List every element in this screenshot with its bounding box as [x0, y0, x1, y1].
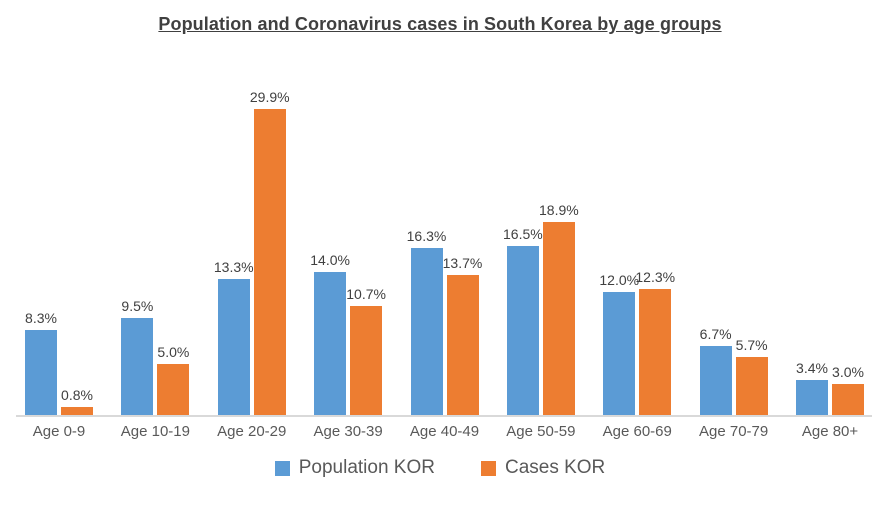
- legend: Population KOR Cases KOR: [0, 457, 880, 479]
- cases-bar: 5.7%: [735, 337, 768, 415]
- population-bar: 16.5%: [503, 226, 543, 415]
- bar-group: 3.4% 3.0% Age 80+: [793, 57, 867, 440]
- data-label: 5.7%: [735, 337, 768, 353]
- cases-bar: 29.9%: [250, 89, 290, 415]
- data-label: 13.7%: [442, 255, 483, 271]
- data-label: 12.0%: [599, 272, 640, 288]
- bar-group: 13.3% 29.9% Age 20-29: [214, 57, 290, 440]
- data-label: 5.0%: [157, 344, 190, 360]
- plot-area: 8.3% 0.8% Age 0-9 9.5% 5.0% Age 10-19 13.3% 29.…: [0, 57, 880, 440]
- x-axis-label: Age 70-79: [699, 423, 769, 440]
- population-bar: 9.5%: [121, 298, 154, 415]
- data-label: 12.3%: [635, 269, 676, 285]
- population-bar: 14.0%: [310, 252, 350, 415]
- bar-group: 16.5% 18.9% Age 50-59: [503, 57, 579, 440]
- data-label: 16.3%: [406, 228, 447, 244]
- bar-group: 9.5% 5.0% Age 10-19: [118, 57, 192, 440]
- bar-pair: 8.3% 0.8%: [22, 57, 96, 415]
- data-label: 13.3%: [213, 259, 254, 275]
- cases-legend-label: Cases KOR: [504, 457, 606, 478]
- data-label: 14.0%: [310, 252, 350, 268]
- bar-groups: 8.3% 0.8% Age 0-9 9.5% 5.0% Age 10-19 13.3% 29.…: [22, 57, 867, 440]
- data-label: 16.5%: [503, 226, 543, 242]
- bar-group: 12.0% 12.3% Age 60-69: [599, 57, 675, 440]
- bar-group: 14.0% 10.7% Age 30-39: [310, 57, 386, 440]
- data-label: 29.9%: [249, 89, 290, 105]
- data-label: 3.0%: [832, 364, 864, 380]
- cases-bar: 3.0%: [832, 364, 864, 415]
- population-legend-label: Population KOR: [298, 457, 435, 478]
- data-label: 8.3%: [25, 310, 57, 326]
- bar-group: 6.7% 5.7% Age 70-79: [697, 57, 771, 440]
- population-bar: 8.3%: [25, 310, 57, 415]
- bar-pair: 16.5% 18.9%: [503, 57, 579, 415]
- x-axis-label: Age 10-19: [120, 423, 190, 440]
- x-axis-label: Age 60-69: [602, 423, 672, 440]
- x-axis-label: Age 40-49: [409, 423, 480, 440]
- cases-bar: 0.8%: [61, 387, 93, 415]
- x-axis-label: Age 50-59: [506, 423, 576, 440]
- legend-item-cases: Cases KOR: [480, 457, 606, 479]
- cases-legend-swatch: [480, 460, 496, 476]
- x-axis-label: Age 80+: [801, 423, 859, 440]
- bar-pair: 6.7% 5.7%: [697, 57, 771, 415]
- cases-bar: 12.3%: [635, 269, 675, 415]
- cases-bar: 13.7%: [443, 255, 482, 415]
- bar-group: 8.3% 0.8% Age 0-9: [22, 57, 96, 440]
- x-axis-label: Age 0-9: [32, 423, 86, 440]
- data-label: 3.4%: [796, 360, 828, 376]
- data-label: 6.7%: [699, 326, 732, 342]
- population-bar: 3.4%: [796, 360, 828, 415]
- cases-bar: 18.9%: [539, 202, 579, 415]
- legend-item-population: Population KOR: [274, 457, 435, 479]
- bar-pair: 9.5% 5.0%: [118, 57, 192, 415]
- cases-bar: 10.7%: [346, 286, 386, 415]
- x-axis-label: Age 30-39: [313, 423, 383, 440]
- data-label: 9.5%: [121, 298, 154, 314]
- x-axis-label: Age 20-29: [217, 423, 287, 440]
- bar-pair: 3.4% 3.0%: [793, 57, 867, 415]
- bar-pair: 13.3% 29.9%: [214, 57, 290, 415]
- population-legend-swatch: [274, 460, 290, 476]
- population-bar: 6.7%: [699, 326, 732, 415]
- bar-pair: 14.0% 10.7%: [310, 57, 386, 415]
- bar-pair: 16.3% 13.7%: [407, 57, 482, 415]
- population-bar: 12.0%: [599, 272, 639, 415]
- bar-pair: 12.0% 12.3%: [599, 57, 675, 415]
- bar-group: 16.3% 13.7% Age 40-49: [407, 57, 483, 440]
- data-label: 18.9%: [539, 202, 579, 218]
- population-bar: 13.3%: [214, 259, 254, 415]
- data-label: 10.7%: [346, 286, 386, 302]
- data-label: 0.8%: [61, 387, 93, 403]
- chart-title: Population and Coronavirus cases in Sout…: [158, 14, 722, 34]
- x-axis-baseline: [16, 415, 872, 417]
- cases-bar: 5.0%: [157, 344, 190, 415]
- population-bar: 16.3%: [407, 228, 446, 415]
